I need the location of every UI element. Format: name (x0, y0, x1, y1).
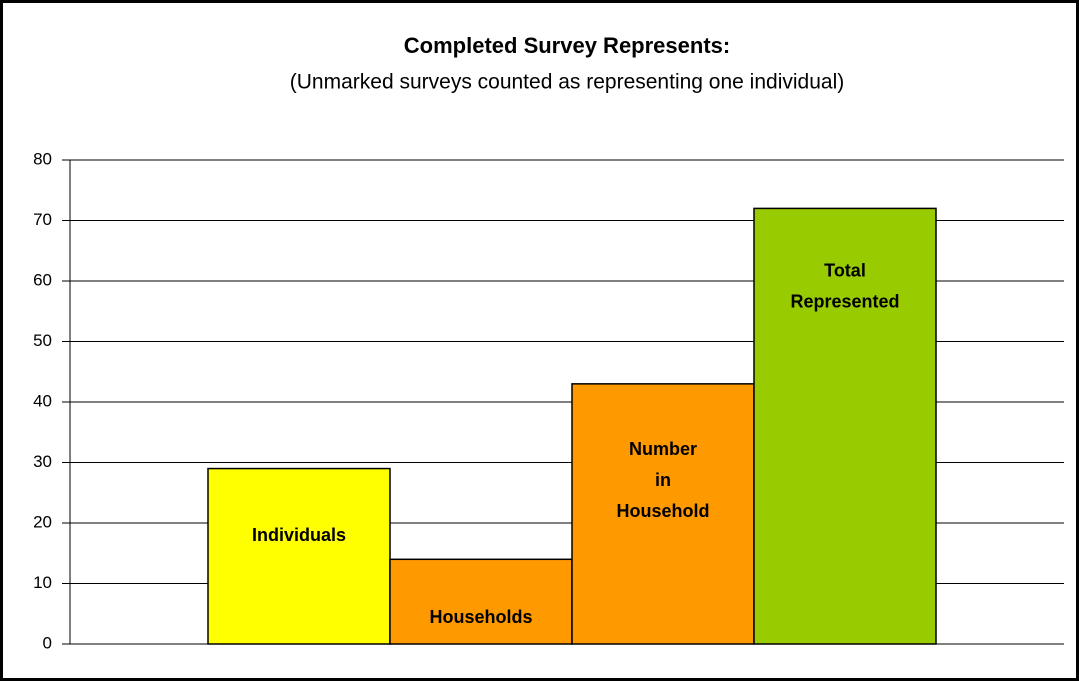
y-tick-label: 10 (33, 573, 52, 592)
chart-subtitle: (Unmarked surveys counted as representin… (290, 71, 844, 94)
y-tick-label: 20 (33, 512, 52, 531)
bar-label: Household (617, 501, 710, 521)
chart-title: Completed Survey Represents: (404, 33, 730, 58)
y-tick-label: 40 (33, 391, 52, 410)
bar-label: Total (824, 260, 866, 280)
y-tick-label: 50 (33, 331, 52, 350)
bar-label: Represented (790, 291, 899, 311)
y-tick-label: 80 (33, 149, 52, 168)
bar (753, 207, 937, 645)
y-tick-label: 70 (33, 210, 52, 229)
y-tick-label: 60 (33, 270, 52, 289)
y-tick-label: 0 (43, 633, 52, 652)
bar-label: Number (629, 439, 697, 459)
bar-label: in (655, 470, 671, 490)
bar-label: Households (429, 607, 532, 627)
bar (571, 383, 755, 645)
bar-label: Individuals (252, 525, 346, 545)
bar (389, 558, 573, 645)
y-tick-label: 30 (33, 452, 52, 471)
bar (207, 467, 391, 645)
